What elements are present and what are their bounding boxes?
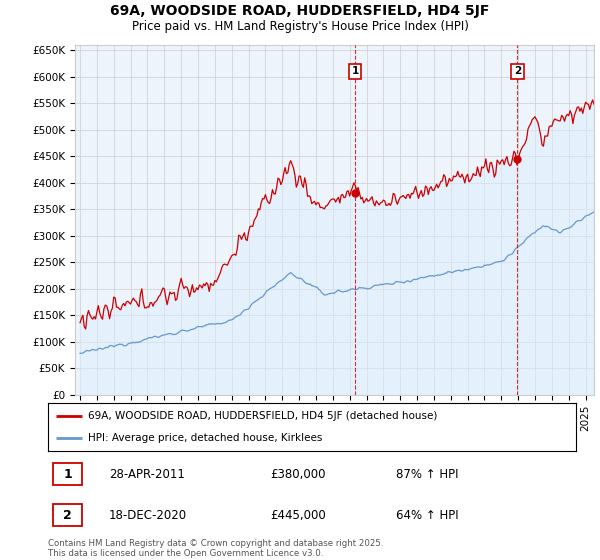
Text: 64% ↑ HPI: 64% ↑ HPI xyxy=(397,508,459,522)
Text: 87% ↑ HPI: 87% ↑ HPI xyxy=(397,468,459,481)
Text: HPI: Average price, detached house, Kirklees: HPI: Average price, detached house, Kirk… xyxy=(88,433,322,443)
Text: £380,000: £380,000 xyxy=(270,468,325,481)
Text: 2: 2 xyxy=(64,508,72,522)
Text: 2: 2 xyxy=(514,66,521,76)
Text: 69A, WOODSIDE ROAD, HUDDERSFIELD, HD4 5JF: 69A, WOODSIDE ROAD, HUDDERSFIELD, HD4 5J… xyxy=(110,4,490,18)
Text: 18-DEC-2020: 18-DEC-2020 xyxy=(109,508,187,522)
Text: 1: 1 xyxy=(64,468,72,481)
Text: Contains HM Land Registry data © Crown copyright and database right 2025.
This d: Contains HM Land Registry data © Crown c… xyxy=(48,539,383,558)
Text: 69A, WOODSIDE ROAD, HUDDERSFIELD, HD4 5JF (detached house): 69A, WOODSIDE ROAD, HUDDERSFIELD, HD4 5J… xyxy=(88,411,437,421)
Text: Price paid vs. HM Land Registry's House Price Index (HPI): Price paid vs. HM Land Registry's House … xyxy=(131,20,469,33)
Text: 1: 1 xyxy=(352,66,359,76)
FancyBboxPatch shape xyxy=(53,504,82,526)
Text: £445,000: £445,000 xyxy=(270,508,326,522)
Text: 28-APR-2011: 28-APR-2011 xyxy=(109,468,185,481)
FancyBboxPatch shape xyxy=(53,464,82,485)
